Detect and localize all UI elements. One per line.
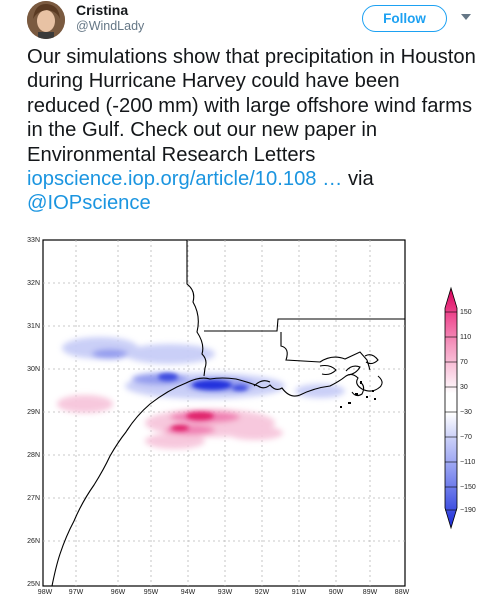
chevron-down-icon[interactable]	[461, 14, 471, 20]
lon-label: 98W	[38, 589, 53, 596]
lat-label: 28N	[27, 452, 40, 459]
lat-label: 29N	[27, 409, 40, 416]
lon-labels: 98W 97W 96W 95W 94W 93W 92W 91W 90W 89W …	[38, 589, 410, 596]
lat-label: 33N	[27, 237, 40, 244]
avatar[interactable]	[27, 1, 65, 39]
lon-label: 94W	[181, 589, 196, 596]
lon-label: 92W	[255, 589, 270, 596]
mention-link[interactable]: @IOPscience	[27, 192, 151, 215]
avatar-photo	[27, 1, 65, 39]
colorbar-label: 30	[460, 384, 468, 391]
delta-islands	[340, 381, 376, 408]
colorbar-label: −150	[460, 484, 476, 491]
article-link[interactable]: iopscience.iop.org/article/10.108 …	[27, 168, 343, 191]
colorbar-labels: 150 110 70 30 −30 −70 −110 −150 −190	[460, 309, 476, 514]
tweet-body: Our simulations show that precipitation …	[27, 46, 476, 166]
lon-label: 97W	[69, 589, 84, 596]
coastline	[51, 240, 405, 586]
lon-label: 88W	[395, 589, 410, 596]
lon-label: 91W	[292, 589, 307, 596]
lat-label: 31N	[27, 323, 40, 330]
precipitation-map: 33N 32N 31N 30N 29N 28N 27N 26N 25N 98W …	[27, 237, 476, 596]
colorbar-label: −190	[460, 507, 476, 514]
colorbar-label: −30	[460, 409, 472, 416]
lat-label: 25N	[27, 581, 40, 588]
tweet-text: Our simulations show that precipitation …	[27, 45, 477, 216]
author-name[interactable]: Cristina	[76, 2, 129, 18]
lat-label: 32N	[27, 280, 40, 287]
colorbar-label: −110	[460, 459, 475, 466]
map-gridlines	[43, 240, 405, 586]
lat-label: 27N	[27, 495, 40, 502]
author-handle[interactable]: @WindLady	[76, 19, 145, 33]
tweet-image[interactable]: 33N 32N 31N 30N 29N 28N 27N 26N 25N 98W …	[0, 236, 491, 601]
lat-label: 30N	[27, 366, 40, 373]
lon-label: 90W	[329, 589, 344, 596]
colorbar-label: 150	[460, 309, 472, 316]
lon-label: 89W	[363, 589, 378, 596]
precipitation-shading	[57, 337, 345, 449]
colorbar-label: 70	[460, 359, 468, 366]
follow-button[interactable]: Follow	[362, 5, 447, 32]
colorbar: 150 110 70 30 −30 −70 −110 −150 −190	[444, 286, 476, 530]
colorbar-label: 110	[460, 334, 471, 341]
lon-label: 95W	[144, 589, 159, 596]
colorbar-label: −70	[460, 434, 472, 441]
lon-label: 96W	[111, 589, 126, 596]
tweet-via: via	[342, 168, 374, 191]
lat-label: 26N	[27, 538, 40, 545]
lon-label: 93W	[218, 589, 233, 596]
lat-labels: 33N 32N 31N 30N 29N 28N 27N 26N 25N	[27, 237, 40, 588]
